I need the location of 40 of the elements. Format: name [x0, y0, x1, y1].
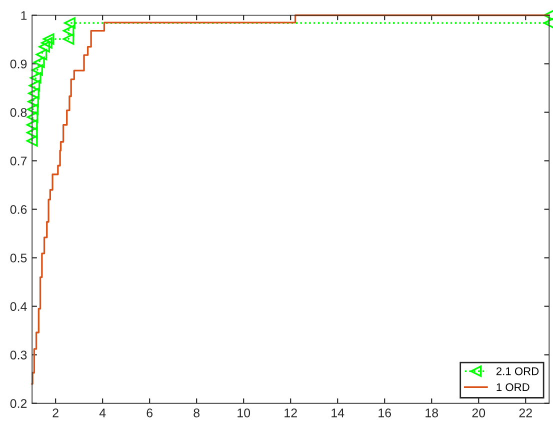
y-tick-label: 1 — [21, 11, 27, 20]
point — [28, 96, 39, 108]
point — [26, 135, 38, 147]
y-tick-label: 0.7 — [10, 156, 27, 166]
y-tick-label: 0.3 — [10, 350, 27, 360]
x-tick-label: 4 — [99, 408, 106, 418]
point — [28, 80, 40, 92]
point — [62, 33, 74, 45]
x-tick-label: 8 — [194, 408, 200, 418]
y-tick-label: 0.9 — [10, 60, 27, 68]
x-tick-label: 2 — [52, 408, 58, 418]
point — [38, 41, 50, 52]
y-tick-label: 0.6 — [10, 205, 27, 214]
point — [32, 64, 43, 76]
point — [26, 126, 38, 138]
point — [62, 25, 74, 36]
point — [42, 33, 54, 45]
x-tick-label: 22 — [519, 408, 532, 418]
point — [28, 88, 40, 100]
point — [40, 37, 52, 49]
y-tick-label: 0.5 — [10, 254, 27, 262]
y-tick-label: 0.8 — [10, 108, 27, 117]
y-tick-label: 0.4 — [10, 302, 27, 311]
x-tick-label: 6 — [146, 408, 153, 418]
legend-label: 2.1 ORD — [496, 367, 539, 376]
x-tick-label: 18 — [426, 408, 438, 418]
point — [30, 72, 42, 84]
x-tick-label: 10 — [238, 408, 250, 418]
point — [64, 17, 76, 29]
legend-label: 1 ORD — [496, 383, 530, 392]
x-tick-label: 20 — [472, 408, 486, 418]
x-tick-label: 12 — [284, 408, 297, 418]
point — [26, 111, 38, 123]
point — [36, 48, 48, 60]
point — [33, 56, 45, 68]
x-tick-label: 16 — [378, 408, 392, 418]
point — [27, 104, 38, 116]
point — [26, 119, 38, 131]
x-tick-label: 14 — [332, 408, 344, 418]
y-tick-label: 0.2 — [10, 399, 27, 408]
